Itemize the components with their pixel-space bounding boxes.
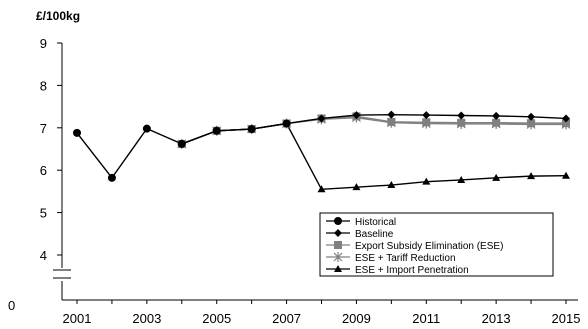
x-tick-label: 2015 [552,311,581,326]
y-tick-label: 5 [40,206,47,221]
data-point [387,110,396,119]
ticks: 0 4 5 6 7 8 9 2001 2003 2005 2007 2009 2011 2013 2015 [8,36,580,326]
data-point [387,117,396,126]
legend-entry: Baseline [355,229,394,240]
data-point [527,172,536,180]
data-point [422,118,431,127]
data-point [562,119,570,128]
data-point [527,112,536,121]
legend-marker [334,229,342,237]
data-point [527,119,536,128]
data-point [562,114,570,123]
data-point [422,111,431,120]
data-point [177,139,186,148]
data-point [387,181,396,189]
data-point [317,114,326,123]
data-point [142,124,151,133]
y-tick-label: 4 [40,248,47,263]
legend-marker [334,241,342,249]
data-point [492,173,501,181]
series-line [181,122,567,191]
data-point [247,125,256,134]
legend-entry: Historical [355,217,396,228]
data-point [352,183,361,191]
series-historical [73,119,291,182]
y-tick-label: 0 [8,298,15,313]
series-line [181,116,566,145]
series-layer [73,110,571,193]
y-tick-label: 6 [40,163,47,178]
data-point [457,175,466,183]
data-point [107,173,116,182]
legend-entry: ESE + Tariff Reduction [355,253,456,264]
legend-box [319,212,554,277]
series-ese-tariff-reduction [177,112,571,149]
legend-marker [334,217,342,225]
y-tick-label: 7 [40,121,47,136]
data-point [212,126,221,135]
data-point [457,111,466,120]
data-point [422,177,431,185]
y-tick-label: 8 [40,78,47,93]
x-tick-label: 2011 [412,311,440,326]
legend-entry: ESE + Import Penetration [355,265,469,276]
data-point [352,111,361,120]
data-point [317,185,326,193]
x-tick-label: 2005 [202,311,231,326]
x-tick-label: 2003 [132,311,161,326]
legend-marker [334,265,342,272]
x-tick-label: 2007 [272,311,301,326]
x-tick-label: 2013 [482,311,511,326]
legend-marker [333,252,343,262]
y-tick-label: 9 [40,36,47,51]
data-point [282,119,291,128]
data-point [492,111,501,120]
y-axis-label: £/100kg [36,9,80,23]
x-tick-label: 2009 [342,311,371,326]
axes [53,43,578,301]
data-point [562,171,570,179]
data-point [73,128,81,137]
x-tick-label: 2001 [63,311,92,326]
data-point [492,118,501,127]
legend-entry: Export Subsidy Elimination (ESE) [355,241,503,252]
data-point [457,118,466,127]
